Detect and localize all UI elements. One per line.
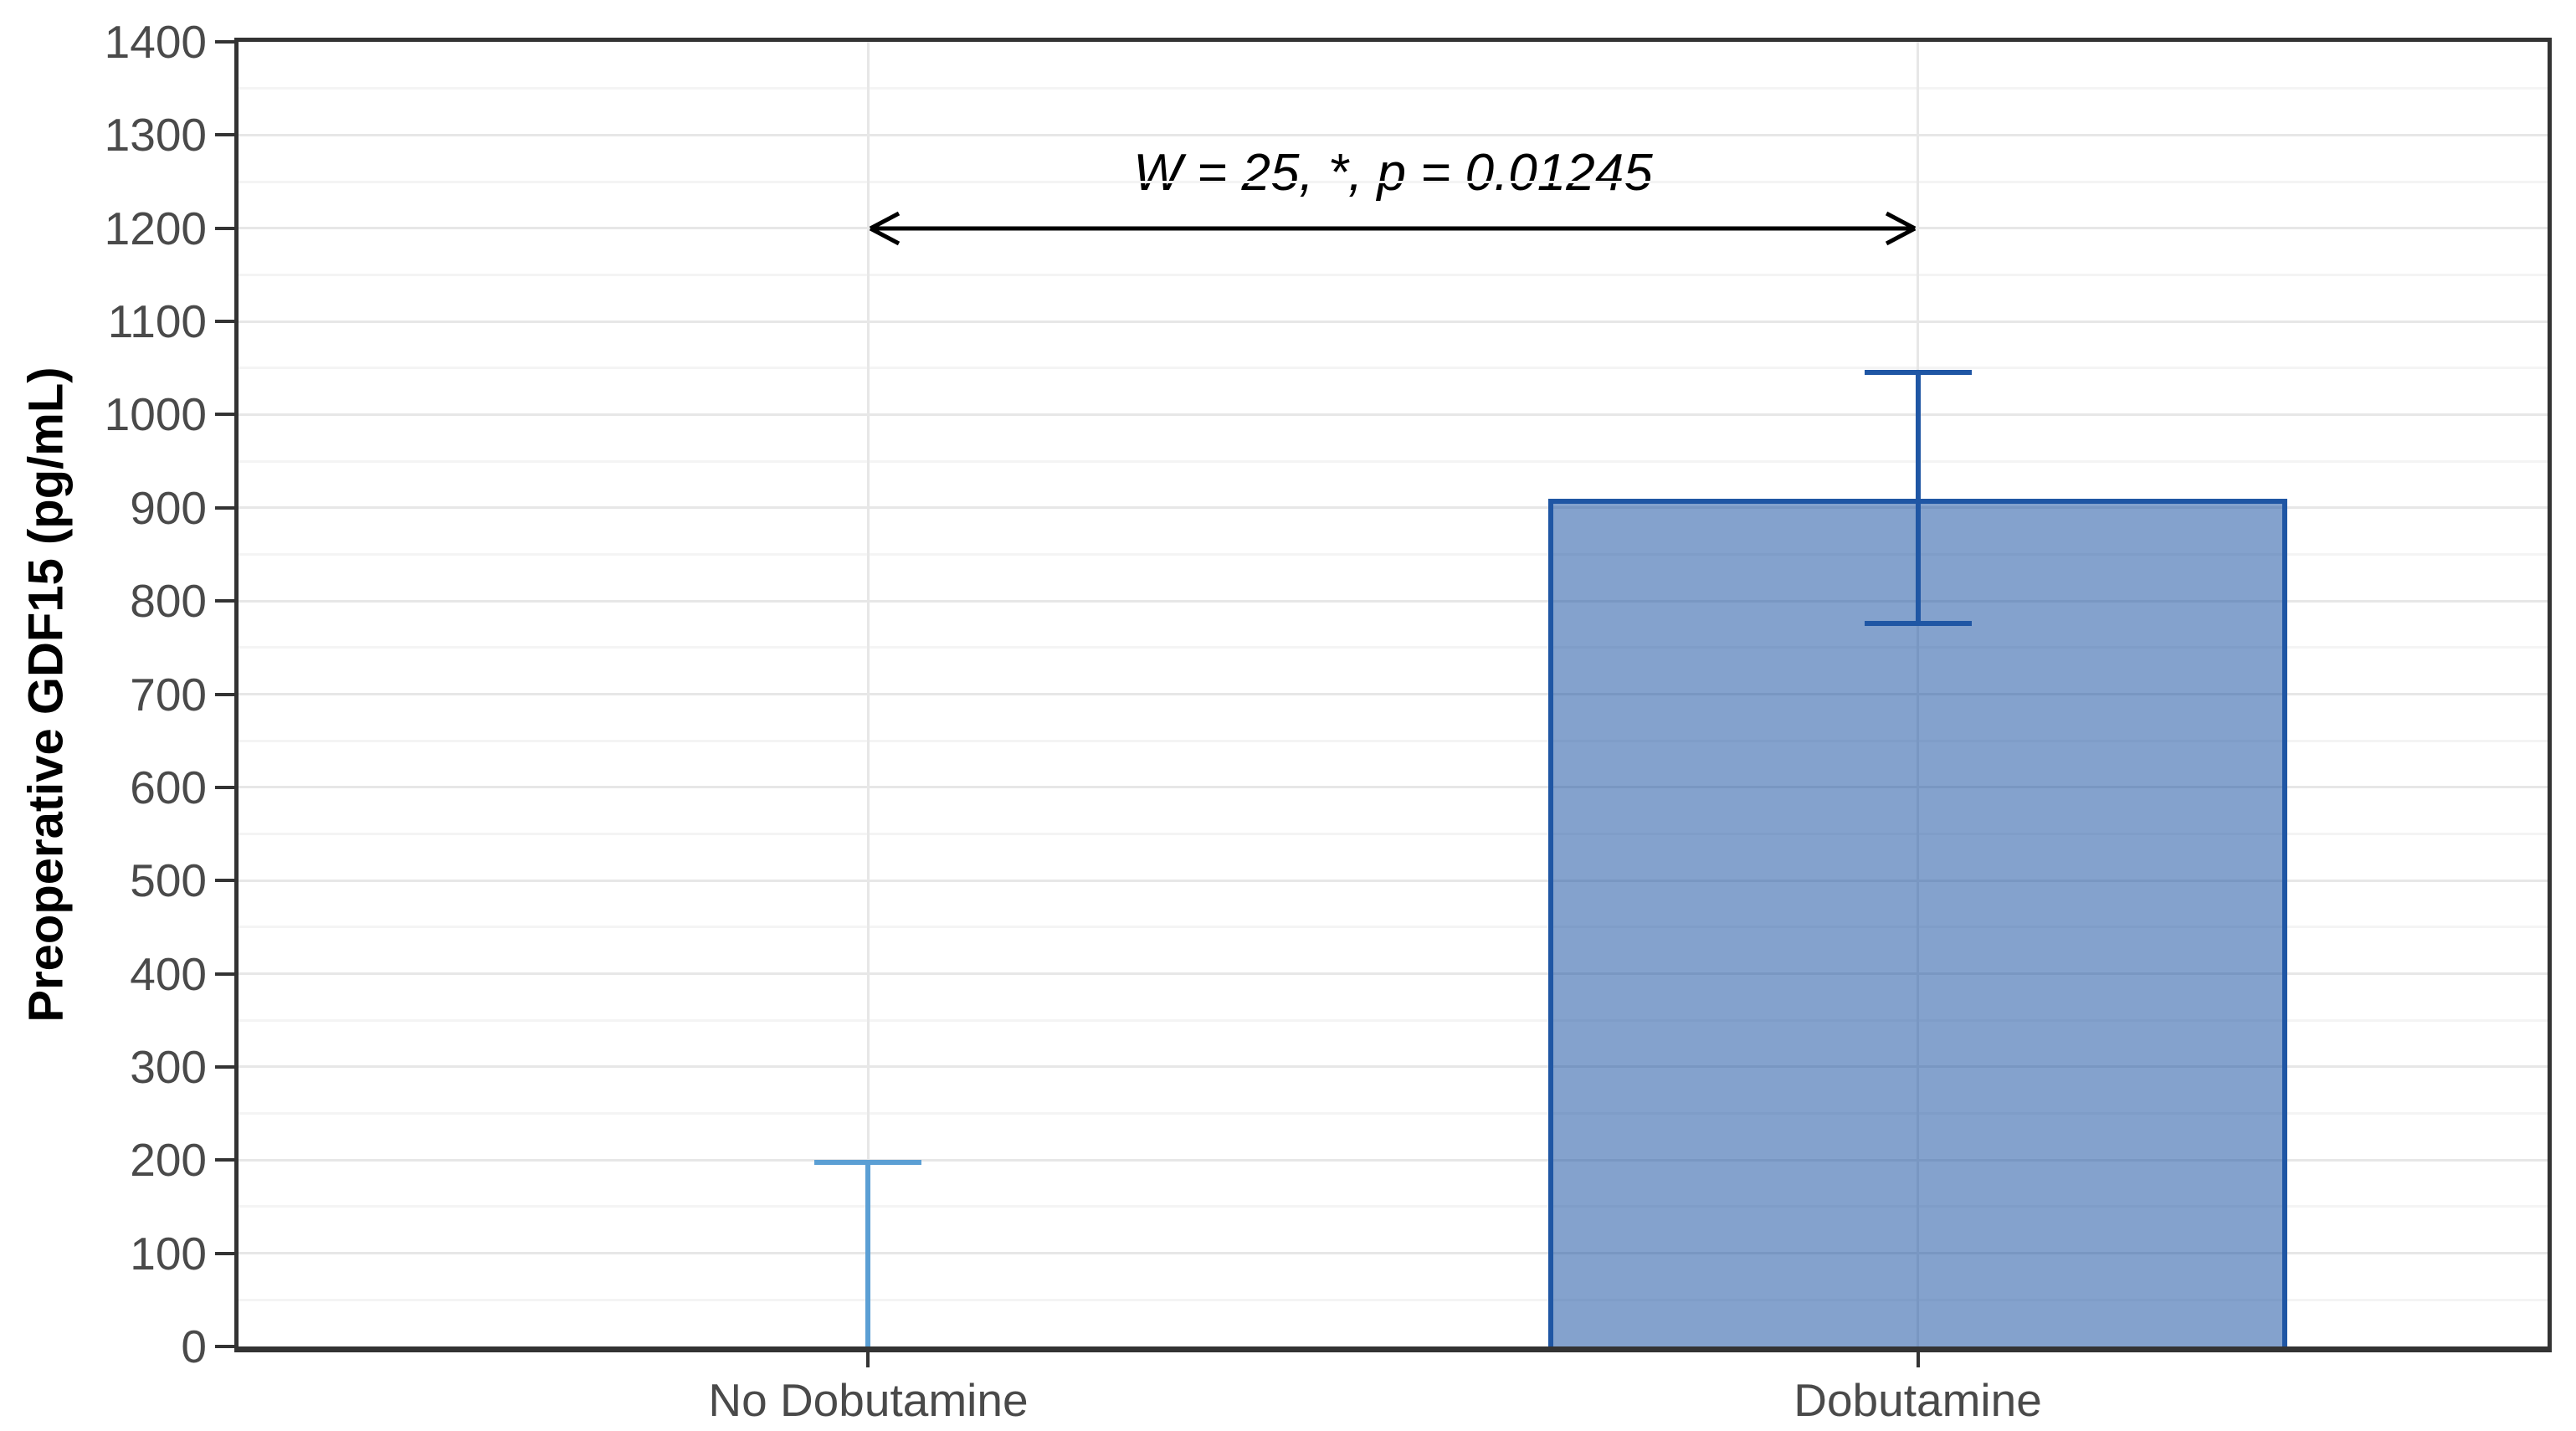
gridline-minor bbox=[239, 552, 2548, 556]
error-bar-cap-high-no-dobutamine bbox=[814, 1159, 922, 1165]
y-tick-label-300: 300 bbox=[130, 1040, 207, 1093]
gridline-major bbox=[239, 506, 2548, 510]
gridline-minor bbox=[239, 367, 2548, 370]
y-axis-title: Preoperative GDF15 (pg/mL) bbox=[18, 367, 74, 1023]
gridline-minor bbox=[239, 459, 2548, 463]
y-tick-mark-1200 bbox=[215, 226, 234, 230]
y-tick-label-100: 100 bbox=[130, 1227, 207, 1280]
gridline-major bbox=[239, 320, 2548, 323]
gridline-major bbox=[239, 133, 2548, 136]
y-tick-label-800: 800 bbox=[130, 575, 207, 628]
y-tick-mark-900 bbox=[215, 505, 234, 510]
y-tick-mark-0 bbox=[215, 1345, 234, 1348]
gridline-minor bbox=[239, 646, 2548, 649]
error-bar-line-dobutamine bbox=[1915, 372, 1921, 623]
gridline-major bbox=[239, 599, 2548, 603]
double-arrow-icon bbox=[870, 211, 1917, 245]
y-tick-mark-300 bbox=[215, 1064, 234, 1069]
y-tick-mark-1000 bbox=[215, 413, 234, 417]
y-tick-label-200: 200 bbox=[130, 1134, 207, 1187]
x-tick-label-dobutamine: Dobutamine bbox=[1793, 1374, 2042, 1426]
significance-annotation: W = 25, *, p = 0.01245 bbox=[1133, 143, 1653, 202]
gridline-major bbox=[239, 1158, 2548, 1162]
gridline-major bbox=[239, 693, 2548, 695]
plot-panel: W = 25, *, p = 0.01245 No Dobutamine Dobu… bbox=[105, 16, 2552, 1426]
y-tick-mark-1400 bbox=[215, 40, 234, 44]
y-tick-label-600: 600 bbox=[130, 761, 207, 813]
gridline-minor bbox=[239, 739, 2548, 742]
y-tick-mark-1300 bbox=[215, 133, 234, 137]
y-tick-mark-1100 bbox=[215, 320, 234, 324]
gridline-minor bbox=[239, 1112, 2548, 1116]
gridline-minor bbox=[239, 180, 2548, 183]
y-tick-label-1100: 1100 bbox=[107, 295, 207, 348]
x-tick-mark-dobutamine bbox=[1916, 1346, 1920, 1367]
y-tick-mark-100 bbox=[215, 1251, 234, 1255]
gridline-minor bbox=[239, 1298, 2548, 1301]
gridline-major bbox=[239, 972, 2548, 976]
x-tick-mark-no-dobutamine bbox=[866, 1346, 870, 1367]
y-tick-mark-500 bbox=[215, 879, 234, 883]
y-tick-label-900: 900 bbox=[130, 481, 207, 534]
error-bar-cap-low-dobutamine bbox=[1864, 620, 1972, 626]
gridline-minor bbox=[239, 273, 2548, 276]
gridline-major bbox=[239, 1065, 2548, 1069]
y-tick-mark-400 bbox=[215, 972, 234, 976]
y-tick-label-1200: 1200 bbox=[104, 202, 207, 254]
gridline-vertical-no-dobutamine bbox=[866, 42, 870, 1346]
y-tick-label-700: 700 bbox=[130, 668, 207, 721]
y-tick-label-1000: 1000 bbox=[104, 388, 207, 441]
y-tick-mark-700 bbox=[215, 692, 234, 696]
gridline-major bbox=[239, 879, 2548, 882]
y-tick-label-500: 500 bbox=[130, 854, 207, 907]
gridline-minor bbox=[239, 87, 2548, 90]
gridline-minor bbox=[239, 833, 2548, 836]
y-tick-label-1400: 1400 bbox=[104, 16, 207, 68]
y-tick-mark-200 bbox=[215, 1158, 234, 1162]
gridline-minor bbox=[239, 1018, 2548, 1022]
error-bar-line-no-dobutamine bbox=[865, 1162, 871, 1346]
y-tick-label-1300: 1300 bbox=[104, 109, 207, 162]
error-bar-cap-high-dobutamine bbox=[1864, 370, 1972, 376]
significance-arrow bbox=[868, 203, 1917, 254]
x-tick-label-no-dobutamine: No Dobutamine bbox=[708, 1374, 1029, 1426]
y-tick-label-400: 400 bbox=[130, 947, 207, 1000]
gridline-minor bbox=[239, 1205, 2548, 1208]
gridline-minor bbox=[239, 926, 2548, 929]
y-tick-label-0: 0 bbox=[181, 1321, 207, 1372]
y-tick-mark-600 bbox=[215, 785, 234, 789]
gridline-major bbox=[239, 786, 2548, 789]
gridline-major bbox=[239, 413, 2548, 416]
y-tick-mark-800 bbox=[215, 599, 234, 603]
gridline-major bbox=[239, 1252, 2548, 1255]
